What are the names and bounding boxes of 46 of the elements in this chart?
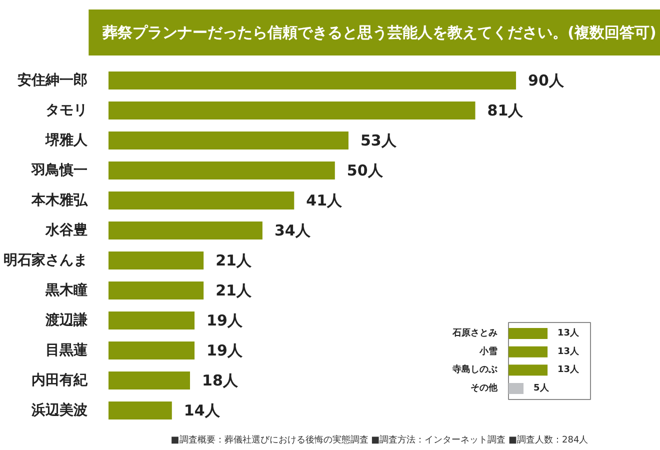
y-tick-label: その他 (470, 382, 498, 394)
bar (108, 162, 335, 180)
bar (108, 402, 172, 420)
y-tick-label: 小雪 (478, 346, 498, 357)
data-label: 13人 (558, 364, 580, 376)
y-tick-label: 浜辺美波 (30, 402, 88, 418)
bar (108, 252, 204, 270)
y-tick-label: 石原さとみ (452, 328, 498, 338)
y-tick-label: 黒木瞳 (44, 282, 88, 298)
data-label: 19人 (206, 312, 244, 330)
data-label: 53人 (360, 132, 398, 150)
bar (108, 342, 195, 360)
y-tick-label: 安住紳一郎 (18, 72, 88, 88)
y-tick-label: 内田有紀 (32, 372, 88, 388)
data-label: 34人 (274, 222, 312, 240)
chart-title: 葬祭プランナーだったら信頼できると思う芸能人を教えてください。(複数回答可) (102, 24, 656, 42)
bar (108, 192, 294, 210)
y-tick-label: 堺雅人 (44, 132, 88, 148)
data-label: 13人 (558, 346, 580, 357)
data-label: 14人 (184, 402, 221, 420)
data-label: 18人 (202, 372, 239, 390)
data-label: 21人 (216, 282, 252, 300)
bar (108, 312, 195, 330)
bar (108, 282, 204, 300)
bar (108, 372, 190, 390)
data-label: 41人 (306, 192, 344, 210)
y-tick-label: 目黒蓮 (46, 342, 88, 358)
data-label: 13人 (558, 328, 580, 338)
bar (108, 132, 348, 150)
bar (108, 102, 476, 120)
y-tick-label: 水谷豊 (44, 222, 88, 238)
y-tick-label: 寺島しのぶ (452, 364, 498, 376)
data-label: 90人 (528, 72, 565, 90)
text: ■調査概要：葬儀社選びにおける後悔の実態調査 ■調査方法：インターネット調査 ■調査人数：284人 (170, 434, 588, 446)
y-tick-label: 明石家さんま (4, 252, 88, 268)
data-label: 19人 (206, 342, 244, 360)
y-tick-label: 羽鳥慎一 (30, 162, 88, 178)
data-label: 50人 (346, 162, 384, 180)
y-tick-label: 渡辺謙 (44, 312, 88, 328)
data-label: 5人 (534, 382, 550, 394)
bar (108, 222, 262, 240)
bar (108, 72, 516, 90)
data-label: 21人 (216, 252, 252, 270)
y-tick-label: 本木雅弘 (30, 192, 88, 208)
y-tick-label: タモリ (46, 102, 88, 118)
data-label: 81人 (487, 102, 524, 120)
